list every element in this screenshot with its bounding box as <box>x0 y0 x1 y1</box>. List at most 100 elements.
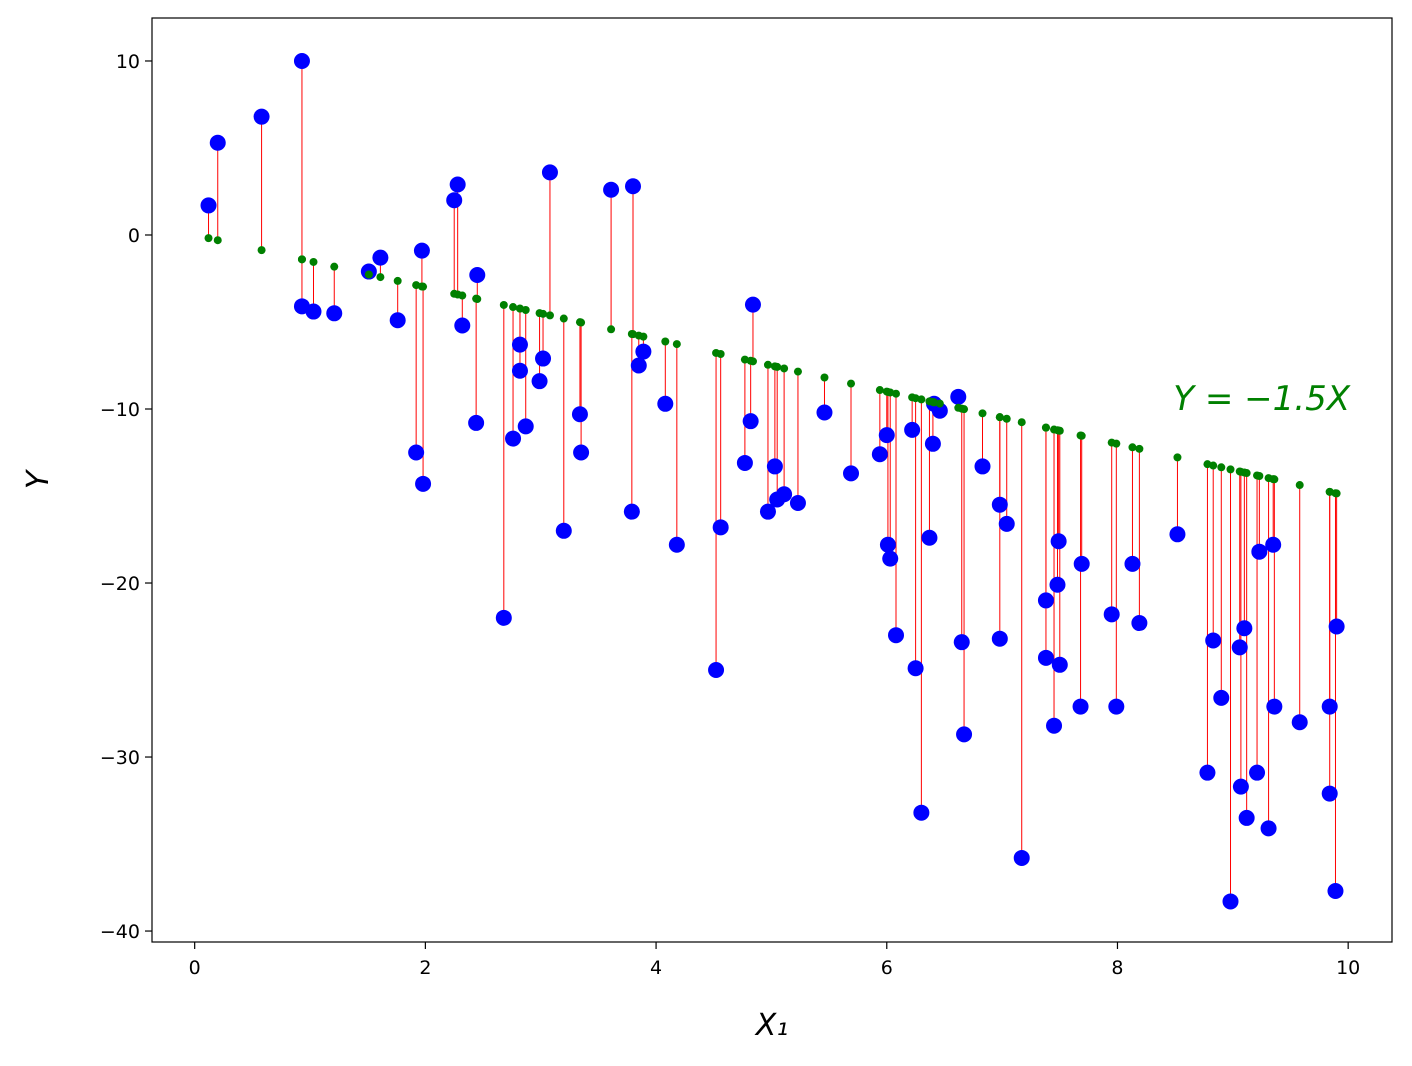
fitted-point <box>1226 465 1235 474</box>
point <box>712 519 729 536</box>
point <box>1260 820 1277 837</box>
point <box>625 178 642 195</box>
fitted-point <box>793 367 802 376</box>
fitted-point <box>627 330 636 339</box>
point <box>408 444 425 461</box>
point <box>389 312 406 329</box>
point <box>1199 764 1216 781</box>
fitted-point <box>204 234 213 243</box>
point <box>1108 698 1125 715</box>
point <box>879 536 896 553</box>
point <box>511 362 528 379</box>
fitted-point <box>509 303 518 312</box>
x-tick-label: 0 <box>189 957 201 979</box>
point <box>535 350 552 367</box>
fitted-point <box>1173 453 1182 462</box>
point <box>1049 576 1066 593</box>
point <box>505 430 522 447</box>
point <box>1236 620 1253 637</box>
fitted-point <box>763 360 772 369</box>
point <box>953 634 970 651</box>
fitted-point <box>1209 461 1218 470</box>
point <box>956 726 973 743</box>
point <box>950 388 967 405</box>
point <box>468 414 485 431</box>
fitted-point <box>978 409 987 418</box>
x-tick-label: 10 <box>1336 957 1360 979</box>
fitted-point <box>875 386 884 395</box>
point <box>293 52 310 69</box>
point <box>1328 618 1345 635</box>
fitted-point <box>1112 439 1121 448</box>
y-tick-label: −40 <box>100 921 140 943</box>
point <box>878 427 895 444</box>
fitted-point <box>473 295 482 304</box>
point <box>623 503 640 520</box>
fitted-point <box>419 282 428 291</box>
fitted-point <box>1217 463 1226 472</box>
point <box>1251 543 1268 560</box>
point <box>1249 764 1266 781</box>
point <box>1205 632 1222 649</box>
point <box>776 486 793 503</box>
point <box>991 496 1008 513</box>
fitted-point <box>780 364 789 373</box>
fitted-point <box>995 413 1004 422</box>
fitted-point <box>935 399 944 408</box>
point <box>744 296 761 313</box>
y-tick-label: −30 <box>100 747 140 769</box>
fitted-point <box>1242 469 1251 478</box>
point <box>871 446 888 463</box>
fitted-point <box>1128 443 1137 452</box>
point <box>1072 698 1089 715</box>
point <box>200 197 217 214</box>
point <box>573 444 590 461</box>
fitted-point <box>1332 489 1341 498</box>
point <box>1051 656 1068 673</box>
point <box>413 242 430 259</box>
fitted-point <box>1002 414 1011 423</box>
point <box>1291 714 1308 731</box>
fitted-point <box>892 389 900 398</box>
point <box>1321 785 1338 802</box>
fitted-point <box>639 332 648 341</box>
point <box>1266 698 1283 715</box>
fitted-point <box>577 318 586 327</box>
point <box>998 515 1015 532</box>
point <box>913 804 930 821</box>
point <box>668 536 685 553</box>
plot-frame <box>151 17 1393 943</box>
y-tick-label: 10 <box>116 51 140 73</box>
fitted-point <box>748 357 757 366</box>
fitted-point <box>716 350 725 359</box>
point <box>495 609 512 626</box>
x-tick-label: 4 <box>650 957 662 979</box>
fitted-point <box>1255 471 1264 480</box>
point <box>1321 698 1338 715</box>
point <box>449 176 466 193</box>
point <box>736 454 753 471</box>
point <box>1169 526 1186 543</box>
fitted-point <box>1055 426 1064 435</box>
fitted-point <box>499 300 508 309</box>
point <box>1124 555 1141 572</box>
point <box>742 413 759 430</box>
x-axis-label: X₁ <box>754 1008 789 1043</box>
point <box>888 627 904 644</box>
point <box>531 373 548 390</box>
fitted-point <box>820 373 829 382</box>
point <box>603 181 620 198</box>
fitted-point <box>330 262 339 271</box>
point <box>635 343 652 360</box>
y-axis-label: Y <box>21 468 56 489</box>
point <box>1013 849 1030 866</box>
point <box>372 249 389 266</box>
y-tick-label: −20 <box>100 573 140 595</box>
point <box>789 494 806 511</box>
point <box>843 465 860 482</box>
x-tick-label: 2 <box>419 957 431 979</box>
fitted-point <box>364 270 373 279</box>
fitted-point <box>1041 423 1050 432</box>
point <box>921 529 938 546</box>
point <box>253 108 270 125</box>
